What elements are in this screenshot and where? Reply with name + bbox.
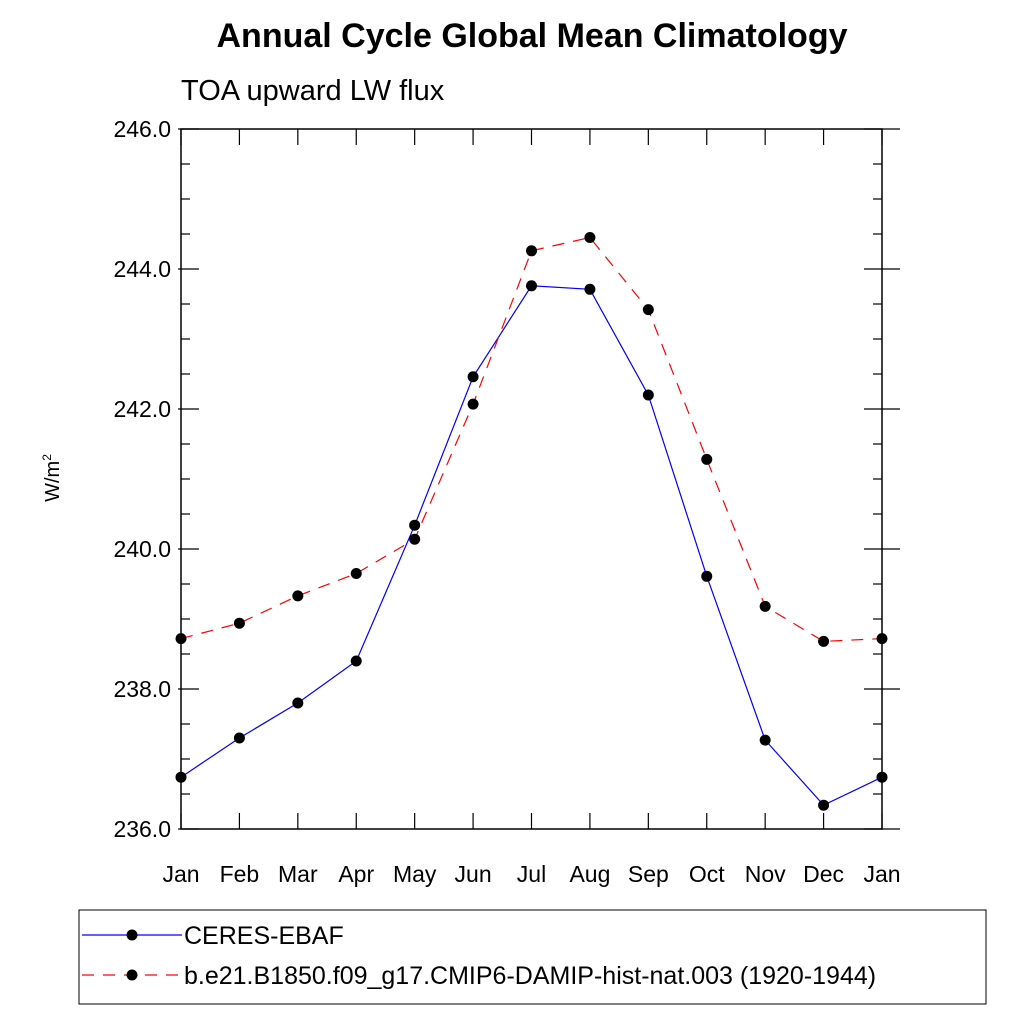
- chart-subtitle: TOA upward LW flux: [181, 75, 445, 107]
- y-tick-label: 242.0: [113, 396, 171, 422]
- y-tick-labels: 236.0 238.0 240.0 242.0 244.0 246.0: [113, 116, 171, 842]
- data-point-series-1: [642, 304, 654, 316]
- data-point-series-1: [818, 635, 830, 647]
- x-tick-label: Dec: [803, 861, 844, 887]
- legend-label-ceres: CERES-EBAF: [184, 922, 344, 950]
- x-tick-label: Oct: [689, 861, 725, 887]
- y-tick-label: 244.0: [113, 256, 171, 282]
- legend-item-ceres: CERES-EBAF: [82, 922, 344, 950]
- data-point-series-1: [350, 568, 362, 579]
- legend-marker-model: [126, 969, 138, 981]
- data-point-series-1: [701, 453, 713, 465]
- data-point-series-1: [759, 600, 771, 612]
- data-point-series-0: [584, 283, 596, 295]
- x-tick-label: May: [393, 861, 437, 887]
- data-point-series-0: [818, 799, 830, 811]
- data-point-series-0: [233, 732, 245, 744]
- axis-ticks: [178, 128, 900, 830]
- data-point-series-0: [642, 389, 654, 401]
- chart-title: Annual Cycle Global Mean Climatology: [217, 17, 848, 55]
- series-layer: [175, 232, 888, 811]
- x-tick-label: Feb: [220, 861, 260, 887]
- y-axis-title: W/m2: [40, 454, 64, 502]
- data-point-series-0: [350, 655, 362, 667]
- legend-marker-ceres: [126, 929, 138, 941]
- data-point-series-1: [876, 633, 888, 645]
- data-point-series-0: [175, 771, 187, 783]
- y-tick-label: 238.0: [113, 676, 171, 702]
- x-tick-label: Jan: [162, 861, 199, 887]
- data-point-series-1: [467, 398, 479, 410]
- plot-frame: [180, 128, 883, 830]
- y-tick-label: 236.0: [113, 816, 171, 842]
- data-point-series-1: [409, 533, 421, 545]
- series-line-0: [180, 285, 883, 806]
- legend-item-model: b.e21.B1850.f09_g17.CMIP6-DAMIP-hist-nat…: [82, 962, 876, 990]
- legend-box: [78, 909, 987, 1005]
- x-tick-labels: Jan Feb Mar Apr May Jun Jul Aug Sep Oct Nov Dec Jan: [162, 861, 900, 887]
- data-point-series-0: [409, 519, 421, 531]
- data-point-series-1: [292, 590, 304, 602]
- x-tick-label: Jul: [517, 861, 546, 887]
- x-tick-label: Nov: [745, 861, 786, 887]
- data-point-series-1: [175, 633, 187, 645]
- x-tick-label: Apr: [338, 861, 374, 887]
- data-point-series-0: [526, 280, 537, 292]
- x-tick-label: Aug: [569, 861, 610, 887]
- svg-text:W/m2: W/m2: [40, 454, 64, 502]
- x-tick-label: Sep: [628, 861, 669, 887]
- y-axis-label-superscript: 2: [40, 454, 54, 461]
- data-point-series-0: [701, 570, 713, 582]
- data-point-series-0: [467, 371, 479, 383]
- data-point-series-0: [876, 771, 888, 783]
- y-tick-label: 246.0: [113, 116, 171, 142]
- series-line-1: [180, 236, 883, 643]
- data-point-series-0: [759, 734, 771, 746]
- x-tick-label: Mar: [278, 861, 318, 887]
- x-tick-label: Jan: [863, 861, 900, 887]
- data-point-series-0: [292, 697, 304, 709]
- y-axis-label: W/m: [42, 461, 64, 502]
- x-tick-label: Jun: [455, 861, 492, 887]
- y-tick-label: 240.0: [113, 536, 171, 562]
- data-point-series-1: [584, 232, 596, 243]
- legend-label-model: b.e21.B1850.f09_g17.CMIP6-DAMIP-hist-nat…: [184, 962, 876, 990]
- data-point-series-1: [233, 617, 245, 629]
- data-point-series-1: [526, 245, 537, 257]
